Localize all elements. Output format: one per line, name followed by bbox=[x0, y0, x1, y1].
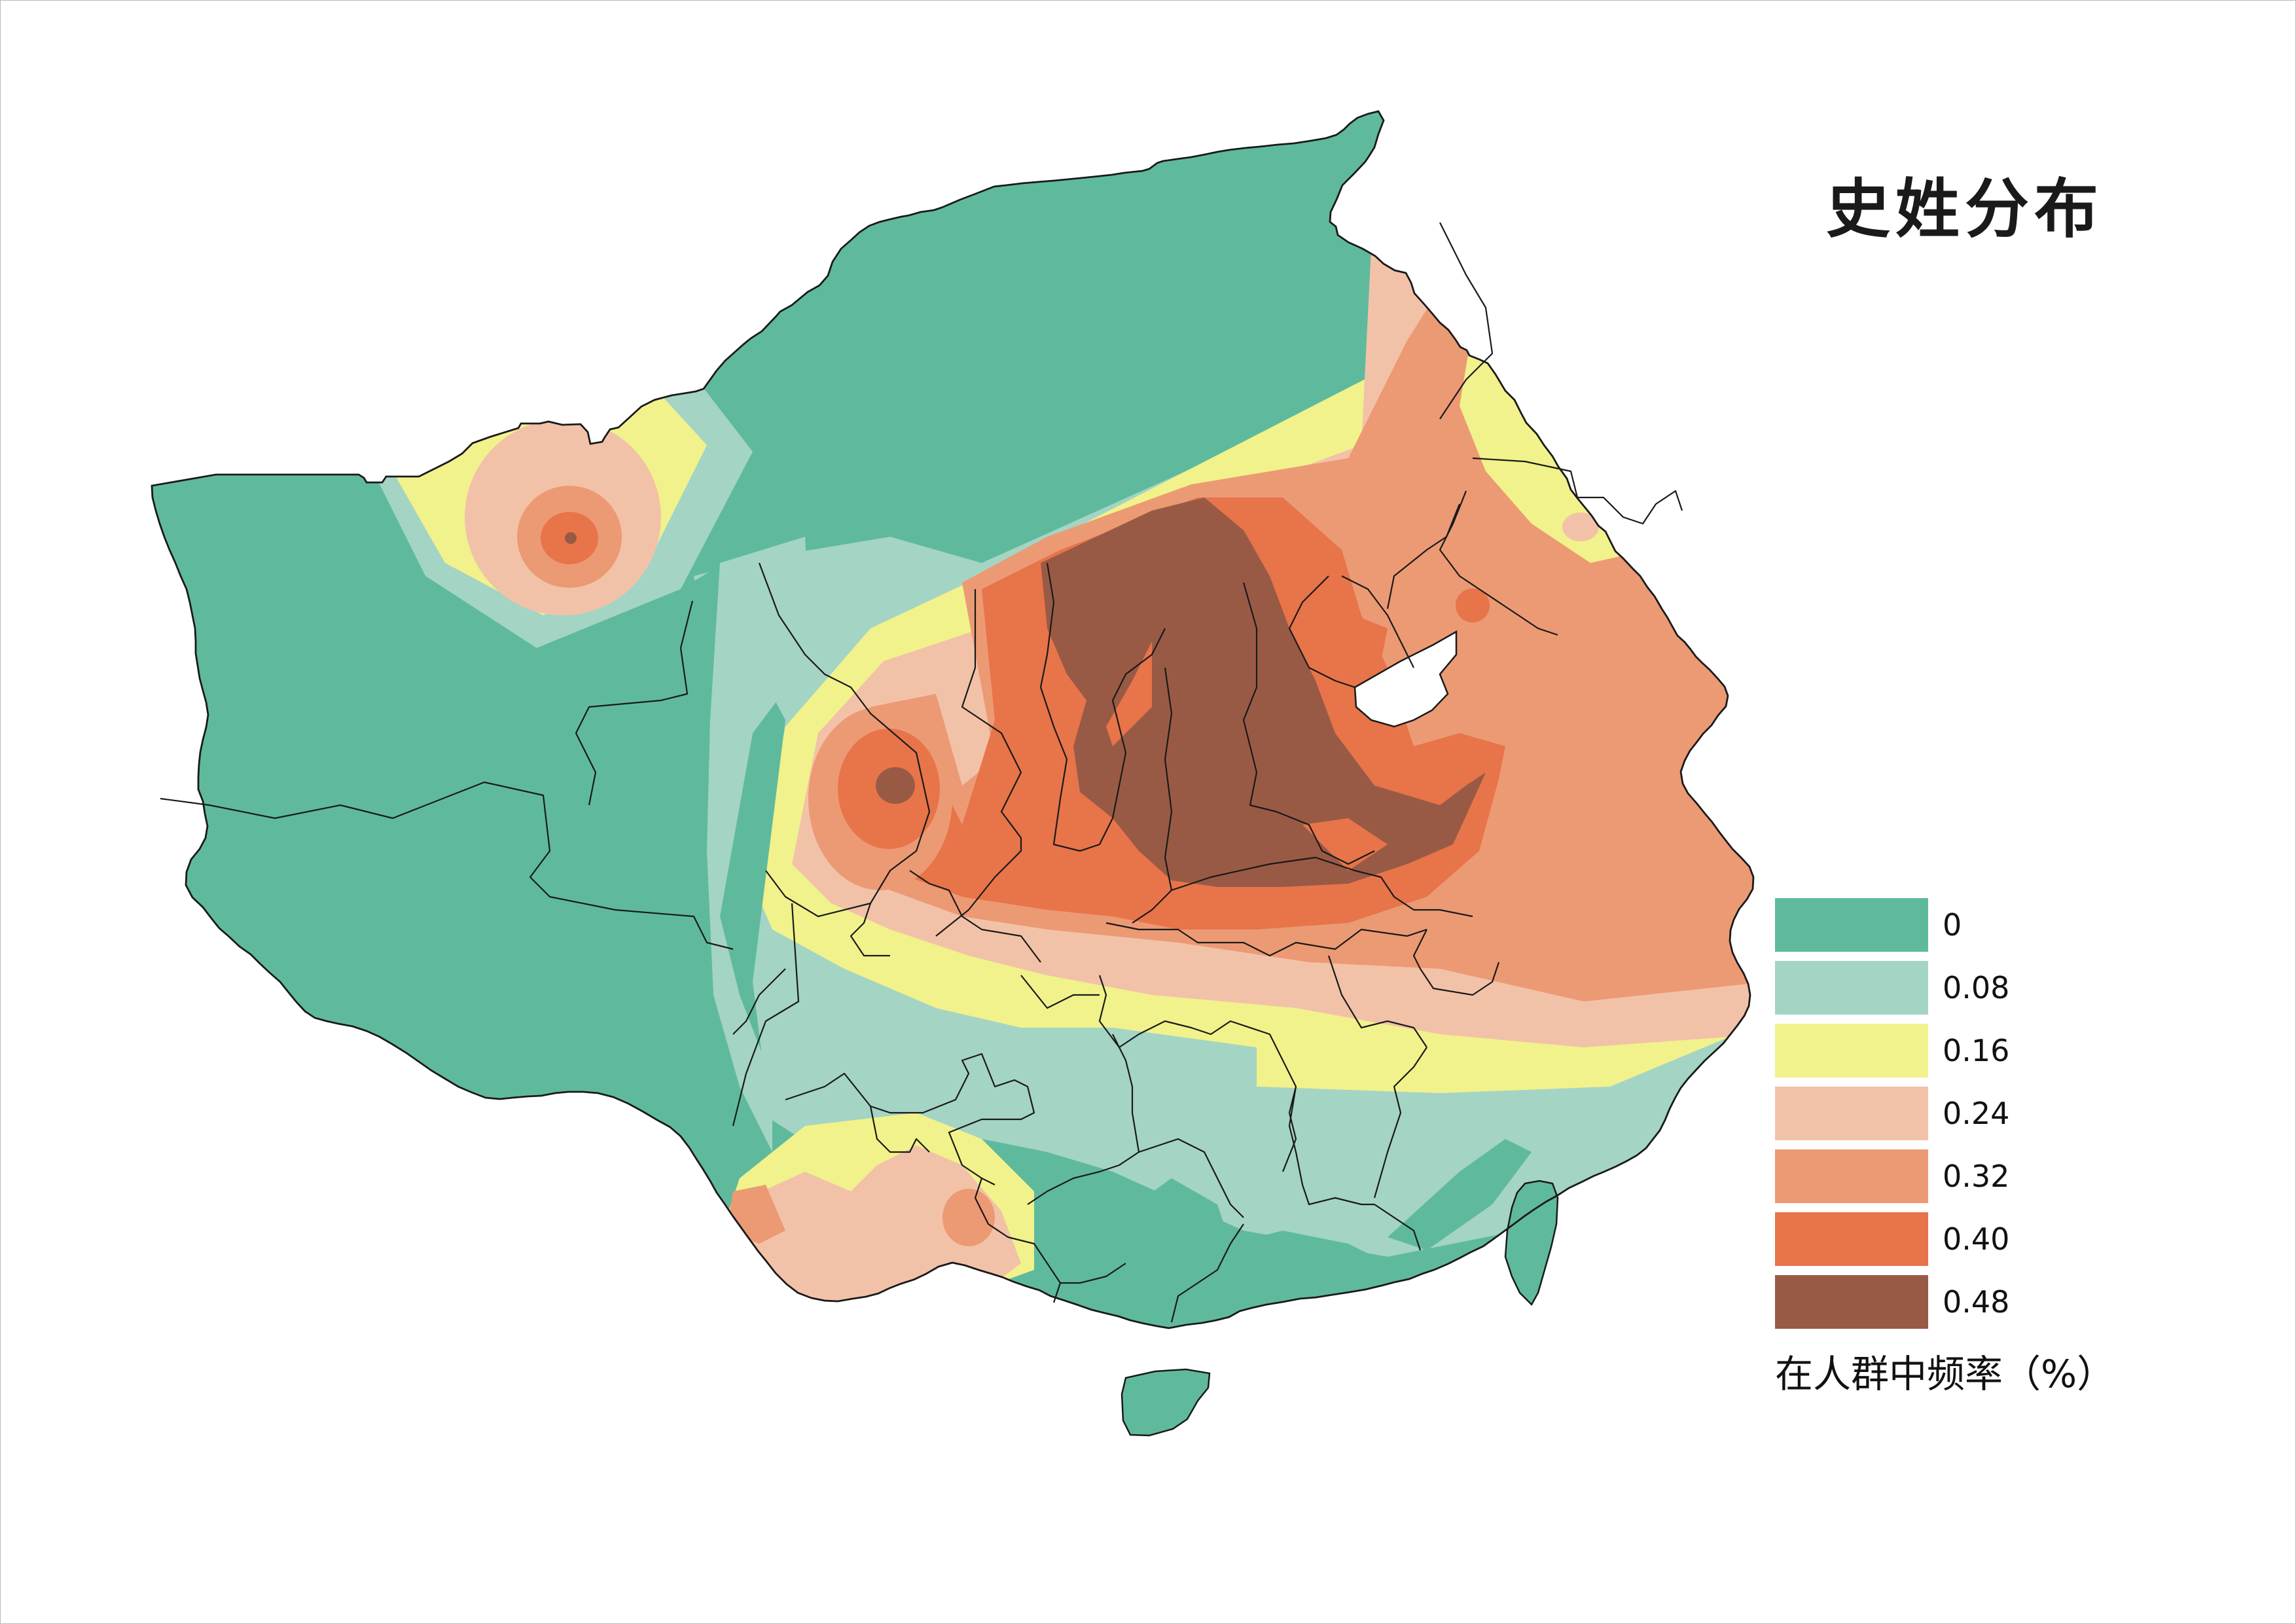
zone-0.40 bbox=[1302, 818, 1388, 871]
legend-swatch bbox=[1775, 1275, 1928, 1329]
zone-0.40 bbox=[1329, 615, 1388, 694]
legend-swatch bbox=[1775, 1087, 1928, 1140]
zone-0.48 bbox=[565, 532, 577, 544]
legend-item: 0.16 bbox=[1775, 1024, 2168, 1080]
zone-0.48 bbox=[876, 767, 915, 804]
legend-item: 0.24 bbox=[1775, 1087, 2168, 1143]
legend-item: 0.48 bbox=[1775, 1275, 2168, 1331]
zone-0 bbox=[1106, 1178, 1401, 1328]
zone-0.48 bbox=[1041, 497, 1486, 887]
zone-0.08 bbox=[707, 537, 812, 1152]
zone-0 bbox=[1388, 1139, 1532, 1250]
zone-0.48 bbox=[1702, 380, 1741, 452]
legend-swatch bbox=[1775, 1024, 1928, 1077]
zone-0.24 bbox=[1562, 513, 1599, 541]
legend-value: 0.08 bbox=[1943, 970, 2010, 1005]
legend-item: 0.40 bbox=[1775, 1212, 2168, 1269]
legend-swatch bbox=[1775, 1149, 1928, 1203]
legend-item: 0.32 bbox=[1775, 1149, 2168, 1206]
legend-value: 0.24 bbox=[1943, 1096, 2010, 1131]
legend-value: 0.48 bbox=[1943, 1284, 2010, 1320]
legend-item: 0.08 bbox=[1775, 961, 2168, 1017]
legend-swatch bbox=[1775, 1212, 1928, 1266]
zone-0.40 bbox=[1456, 588, 1490, 623]
legend-item: 0 bbox=[1775, 898, 2168, 954]
bohai-sea bbox=[1354, 630, 1458, 728]
taiwan-island bbox=[1504, 1180, 1559, 1307]
legend-value: 0.16 bbox=[1943, 1033, 2010, 1068]
province-borders bbox=[160, 222, 1683, 1323]
legend-value: 0.40 bbox=[1943, 1221, 2010, 1257]
hainan-island bbox=[1121, 1368, 1211, 1437]
map-title: 史姓分布 bbox=[1826, 172, 2104, 247]
legend-caption: 在人群中频率（%） bbox=[1775, 1352, 2115, 1396]
zone-0 bbox=[152, 458, 759, 720]
legend-swatch bbox=[1775, 898, 1928, 952]
legend-value: 0.32 bbox=[1943, 1159, 2010, 1194]
zone-0.32 bbox=[942, 1189, 995, 1246]
legend-swatch bbox=[1775, 961, 1928, 1015]
legend-value: 0 bbox=[1943, 907, 1962, 943]
zone-0 bbox=[152, 622, 785, 1244]
